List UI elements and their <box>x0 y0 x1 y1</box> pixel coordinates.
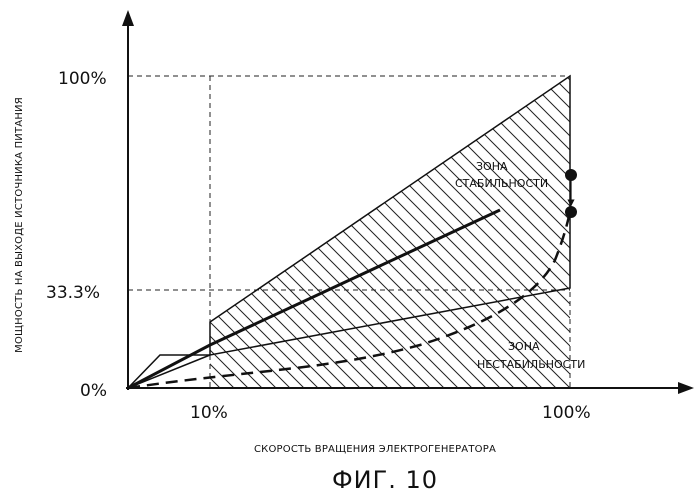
operating-point-upper <box>565 169 577 181</box>
y-axis-arrowhead <box>122 10 134 26</box>
operating-point-lower <box>565 206 577 218</box>
instability-zone-label-line2: НЕСТАБИЛЬНОСТИ <box>477 358 585 371</box>
x-tick-10: 10% <box>190 403 228 423</box>
stability-zone-label-line1: ЗОНА <box>476 160 508 173</box>
y-axis-title: МОЩНОСТЬ НА ВЫХОДЕ ИСТОЧНИКА ПИТАНИЯ <box>14 97 25 353</box>
x-axis-arrowhead <box>678 382 694 394</box>
y-tick-100: 100% <box>58 69 107 89</box>
figure-caption: ФИГ. 10 <box>332 466 438 494</box>
y-tick-0: 0% <box>80 381 107 401</box>
instability-zone-label-line1: ЗОНА <box>508 340 540 353</box>
stability-zone-label-line2: СТАБИЛЬНОСТИ <box>455 177 548 190</box>
y-tick-33: 33.3% <box>46 283 100 303</box>
x-tick-100: 100% <box>542 403 591 423</box>
x-axis-title: СКОРОСТЬ ВРАЩЕНИЯ ЭЛЕКТРОГЕНЕРАТОРА <box>254 444 496 455</box>
